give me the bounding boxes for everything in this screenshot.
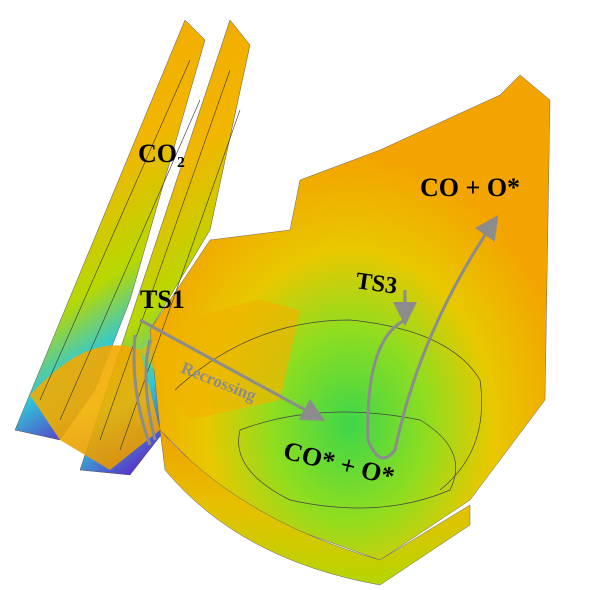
label: TS1 [140, 285, 185, 314]
energy-surface: CO₂ TS1 Recrossing TS3 CO + O* CO* + O* [0, 0, 598, 590]
label: CO₂ [138, 139, 185, 168]
surface [15, 20, 550, 585]
label: CO + O* [420, 173, 520, 202]
